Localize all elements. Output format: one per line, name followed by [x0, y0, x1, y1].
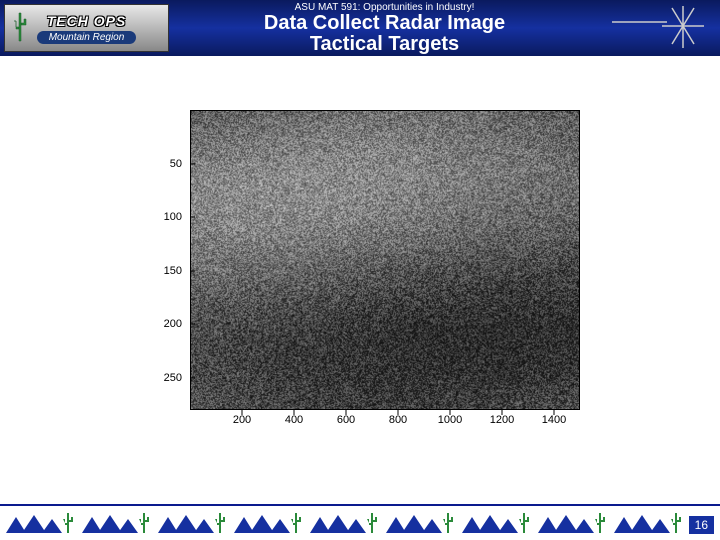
footer-motif-icon: [4, 507, 80, 535]
footer-motif-icon: [80, 507, 156, 535]
slide-footer: 16: [0, 504, 720, 540]
x-tick-label: 200: [233, 414, 251, 426]
slide-header: TECH OPS Mountain Region ASU MAT 591: Op…: [0, 0, 720, 56]
y-tick-label: 250: [120, 372, 182, 384]
y-tick-mark: [190, 324, 195, 325]
footer-motif-icon: [308, 507, 384, 535]
x-tick-mark: [554, 410, 555, 415]
x-tick-label: 1400: [542, 414, 566, 426]
title-line-2: Tactical Targets: [310, 33, 459, 55]
footer-motif-icon: [232, 507, 308, 535]
footer-pattern: [0, 506, 720, 536]
y-tick-label: 150: [120, 265, 182, 277]
x-tick-mark: [398, 410, 399, 415]
radar-chart-frame: 50 100 150 200 250 200 400 600 800 1000 1200 1400: [120, 90, 600, 470]
x-tick-mark: [294, 410, 295, 415]
title-line-1: Data Collect Radar Image: [264, 12, 505, 34]
x-tick-label: 800: [389, 414, 407, 426]
x-tick-mark: [242, 410, 243, 415]
y-tick-mark: [190, 163, 195, 164]
slide-content: 50 100 150 200 250 200 400 600 800 1000 1200 1400: [0, 56, 720, 504]
x-tick-label: 400: [285, 414, 303, 426]
footer-motif-icon: [536, 507, 612, 535]
y-tick-label: 200: [120, 318, 182, 330]
slide-title: Data Collect Radar Image Tactical Target…: [169, 13, 600, 55]
x-tick-label: 600: [337, 414, 355, 426]
y-tick-mark: [190, 270, 195, 271]
y-tick-label: 50: [120, 158, 182, 170]
x-tick-label: 1000: [438, 414, 462, 426]
footer-motif-icon: [156, 507, 232, 535]
x-tick-mark: [346, 410, 347, 415]
logo-text-bottom: Mountain Region: [37, 31, 137, 44]
y-tick-mark: [190, 217, 195, 218]
x-tick-mark: [502, 410, 503, 415]
logo-text-top: TECH OPS: [47, 13, 127, 29]
footer-motif-icon: [460, 507, 536, 535]
tech-ops-logo: TECH OPS Mountain Region: [4, 4, 169, 52]
cactus-icon: [11, 11, 29, 47]
y-tick-label: 100: [120, 211, 182, 223]
page-number: 16: [689, 516, 714, 534]
footer-motif-icon: [612, 507, 688, 535]
footer-motif-icon: [384, 507, 460, 535]
x-tick-mark: [450, 410, 451, 415]
y-tick-mark: [190, 377, 195, 378]
radar-canvas: [191, 111, 579, 409]
star-burst-icon: [612, 4, 712, 52]
radar-plot-area: [190, 110, 580, 410]
x-tick-label: 1200: [490, 414, 514, 426]
